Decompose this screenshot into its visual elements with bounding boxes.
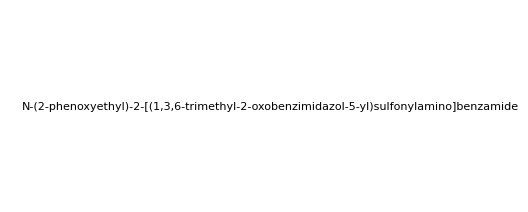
Text: N-(2-phenoxyethyl)-2-[(1,3,6-trimethyl-2-oxobenzimidazol-5-yl)sulfonylamino]benz: N-(2-phenoxyethyl)-2-[(1,3,6-trimethyl-2… <box>22 102 519 112</box>
